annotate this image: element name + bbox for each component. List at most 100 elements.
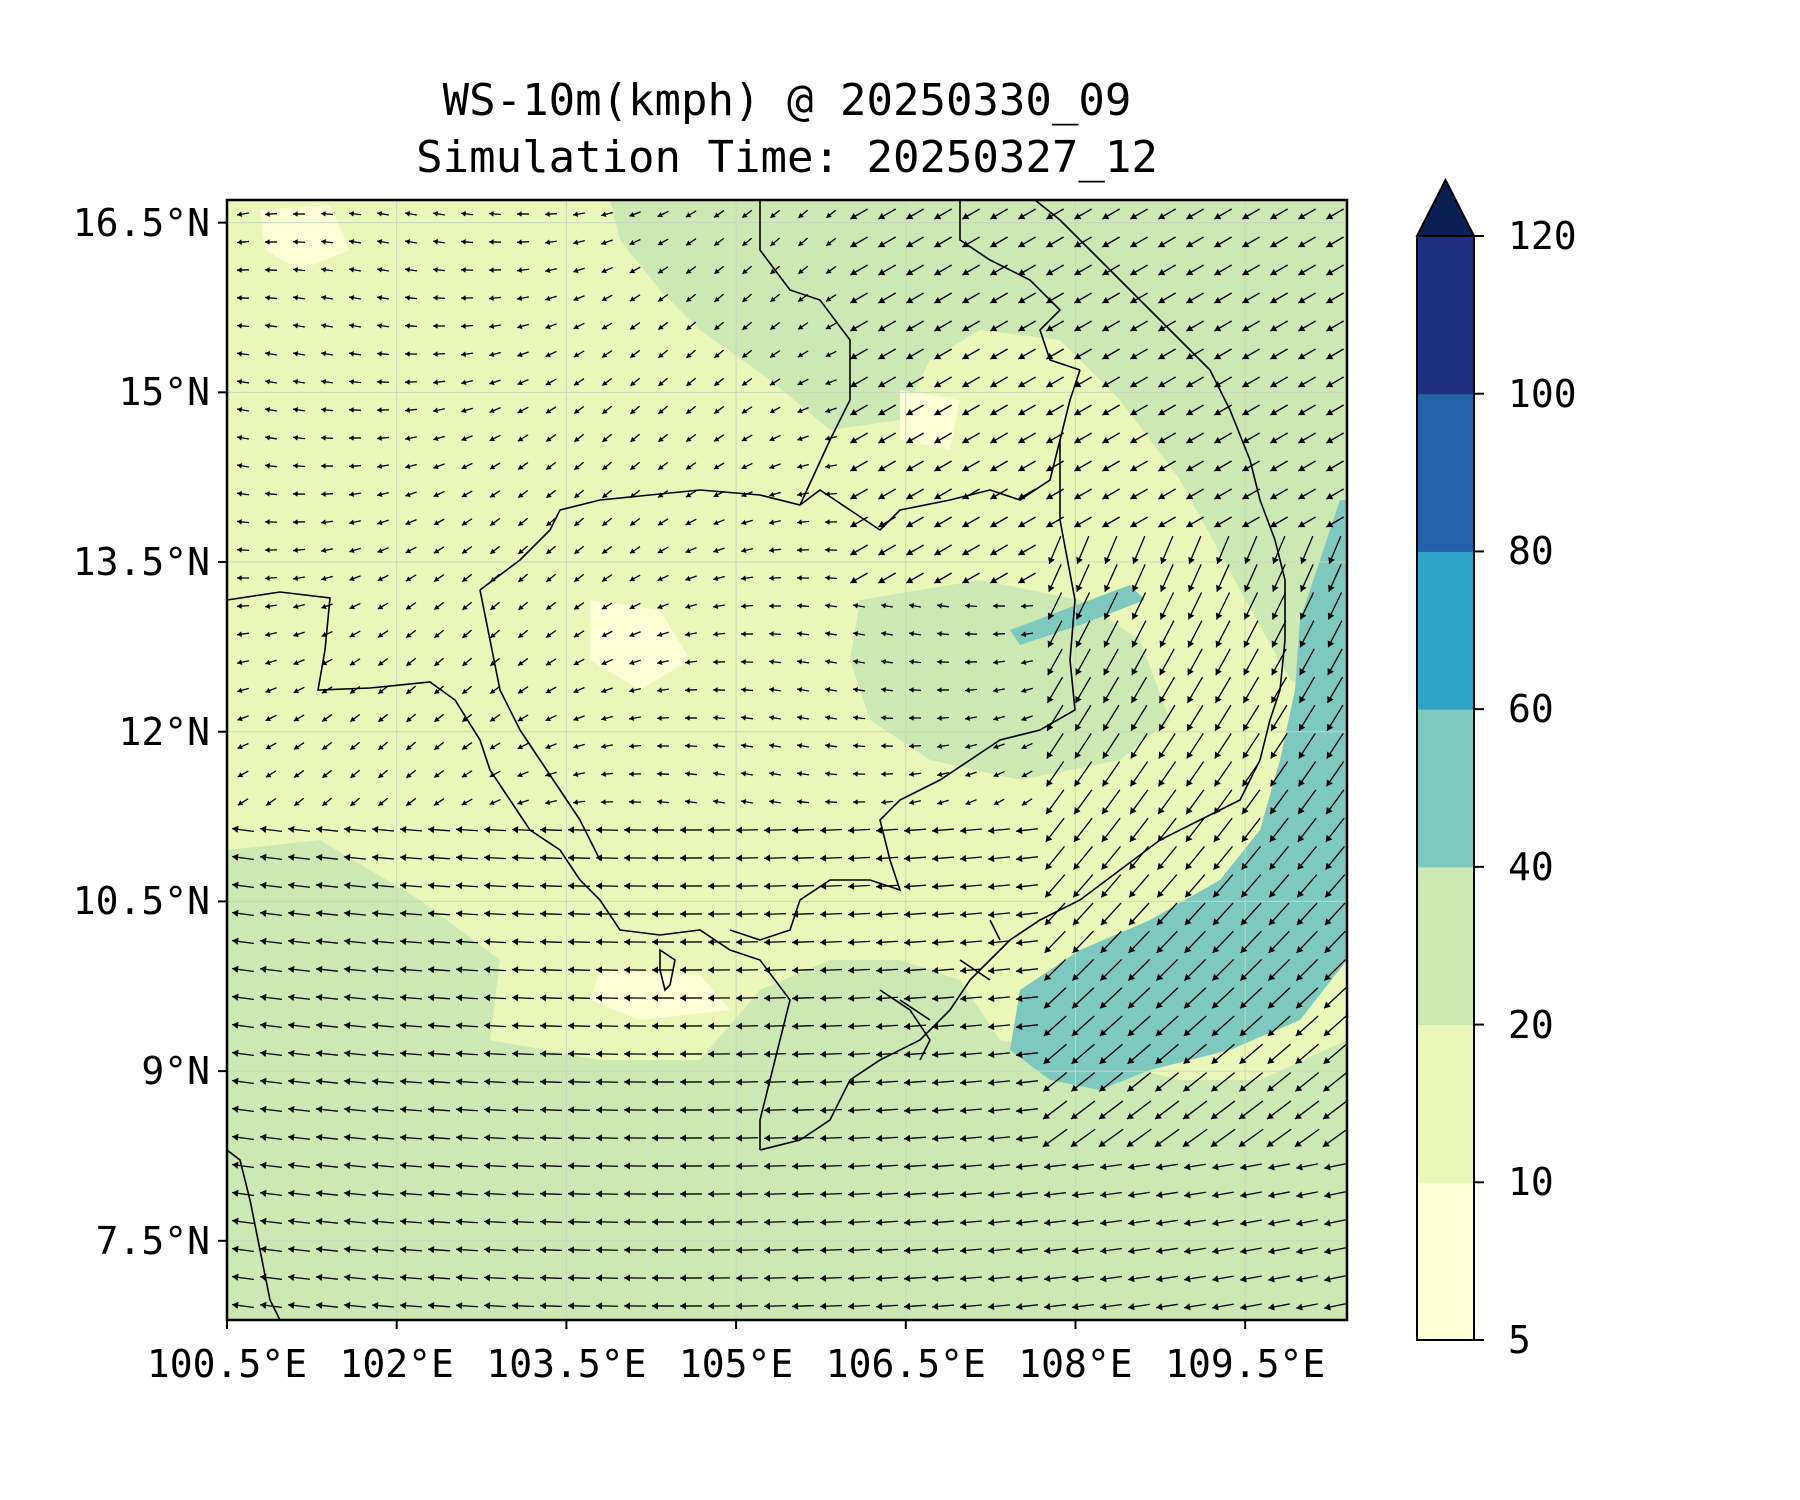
wind-arrow xyxy=(819,994,843,1002)
wind-arrow xyxy=(601,574,613,582)
wind-arrow xyxy=(679,1050,703,1058)
wind-arrow xyxy=(906,320,924,332)
wind-arrow xyxy=(850,292,868,304)
wind-arrow xyxy=(1104,535,1118,565)
wind-arrow xyxy=(293,797,305,807)
wind-arrow xyxy=(545,517,557,527)
wind-arrow xyxy=(1296,902,1318,926)
wind-arrow xyxy=(1157,817,1177,843)
wind-arrow xyxy=(740,743,754,749)
wind-arrow xyxy=(321,714,333,722)
wind-arrow xyxy=(628,715,642,721)
wind-arrow xyxy=(875,1078,899,1086)
contour-20-40-northeast xyxy=(610,200,1347,700)
wind-arrow xyxy=(796,631,810,637)
wind-arrow xyxy=(934,236,952,248)
wind-arrow xyxy=(260,881,282,889)
wind-arrow xyxy=(791,1302,815,1310)
wind-arrow xyxy=(376,351,390,357)
wind-arrow xyxy=(1326,264,1344,276)
wind-arrow xyxy=(903,1134,927,1142)
wind-arrow xyxy=(740,771,754,777)
wind-arrow xyxy=(850,432,868,444)
wind-arrow xyxy=(321,575,333,582)
wind-arrow xyxy=(1131,648,1147,676)
wind-arrow xyxy=(1127,958,1151,982)
wind-arrow xyxy=(769,491,781,498)
wind-arrow xyxy=(405,546,417,554)
wind-arrow xyxy=(1299,592,1315,620)
wind-arrow xyxy=(1327,620,1343,648)
wind-arrow xyxy=(1155,987,1179,1009)
wind-arrow xyxy=(1128,1247,1150,1255)
wind-arrow xyxy=(545,323,557,330)
wind-arrow xyxy=(1184,1191,1206,1199)
lon-tick-label: 100.5°E xyxy=(146,1342,308,1386)
wind-arrow xyxy=(685,265,697,275)
wind-arrow xyxy=(1044,1303,1066,1311)
wind-arrow xyxy=(1074,320,1092,332)
wind-arrow xyxy=(601,267,613,274)
wind-arrow xyxy=(1210,1072,1236,1092)
map-frame xyxy=(225,198,1349,1322)
wind-arrow xyxy=(769,378,781,386)
wind-arrow xyxy=(1102,704,1120,732)
wind-arrow xyxy=(455,1274,479,1282)
wind-arrow xyxy=(488,211,502,217)
wind-arrow xyxy=(405,713,417,723)
wind-arrow xyxy=(236,547,250,553)
wind-arrow xyxy=(1242,236,1260,248)
wind-arrow xyxy=(404,295,418,301)
wind-arrow xyxy=(629,687,641,694)
wind-arrow xyxy=(321,603,333,610)
wind-arrow xyxy=(517,686,529,694)
wind-arrow xyxy=(824,631,838,637)
wind-arrow xyxy=(432,239,446,245)
wind-arrow xyxy=(349,519,361,526)
wind-arrow xyxy=(741,349,753,359)
wind-arrow xyxy=(517,517,529,527)
wind-arrow xyxy=(959,1302,983,1311)
wind-arrow xyxy=(987,1106,1011,1115)
wind-arrow xyxy=(1184,1219,1206,1227)
wind-arrow xyxy=(232,1301,254,1309)
wind-arrow xyxy=(1326,516,1344,528)
wind-arrow xyxy=(852,799,866,805)
wind-arrow xyxy=(1158,676,1176,704)
wind-arrow xyxy=(819,882,843,890)
wind-arrow xyxy=(850,516,868,528)
wind-arrow xyxy=(1154,1128,1180,1148)
wind-arrow xyxy=(651,1274,675,1282)
wind-arrow xyxy=(740,631,754,637)
wind-arrow xyxy=(987,966,1011,975)
wind-arrow xyxy=(651,994,675,1002)
wind-arrow xyxy=(399,1105,423,1114)
wind-arrow xyxy=(875,1274,899,1282)
wind-arrow xyxy=(740,659,754,665)
wind-arrow xyxy=(651,826,675,834)
wind-arrow xyxy=(769,406,781,414)
wind-arrow xyxy=(545,771,557,778)
wind-arrow xyxy=(713,293,725,303)
wind-arrow xyxy=(1131,592,1147,620)
wind-arrow xyxy=(573,517,585,527)
wind-arrow xyxy=(1072,1275,1094,1283)
wind-arrow xyxy=(1297,817,1317,843)
wind-arrow xyxy=(651,1190,675,1198)
wind-arrow xyxy=(1128,874,1150,898)
latitude-ticks xyxy=(218,221,227,1242)
wind-arrow xyxy=(875,994,899,1002)
wind-arrow xyxy=(797,209,809,219)
wind-arrow xyxy=(878,404,896,416)
wind-arrow xyxy=(1102,676,1120,704)
wind-arrow xyxy=(236,267,250,273)
wind-arrow xyxy=(735,1162,759,1170)
wind-arrow xyxy=(573,322,585,330)
wind-arrow xyxy=(1322,1072,1347,1092)
wind-arrow xyxy=(1099,1015,1123,1037)
wind-arrow xyxy=(875,1134,899,1142)
wind-arrow xyxy=(1156,874,1178,898)
wind-arrow xyxy=(320,463,334,469)
wind-arrow xyxy=(1295,958,1319,982)
lon-tick-label: 109.5°E xyxy=(1165,1342,1326,1386)
